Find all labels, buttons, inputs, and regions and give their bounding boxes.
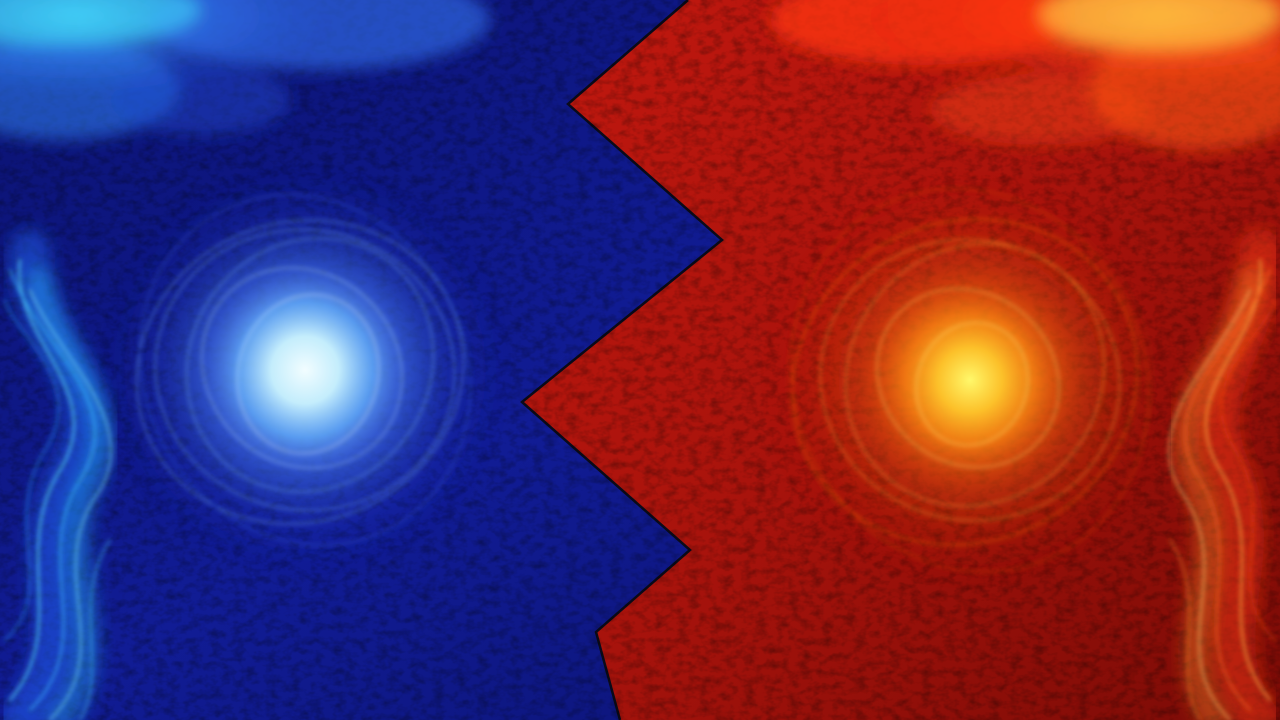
blue-energy-orb xyxy=(105,170,505,570)
blue-smoke-cloud xyxy=(0,0,490,140)
blue-smoke-wisps xyxy=(0,230,115,720)
fire-energy-orb xyxy=(765,175,1175,585)
fire-smoke-cloud xyxy=(770,0,1280,150)
fire-smoke-wisps xyxy=(1168,229,1280,720)
